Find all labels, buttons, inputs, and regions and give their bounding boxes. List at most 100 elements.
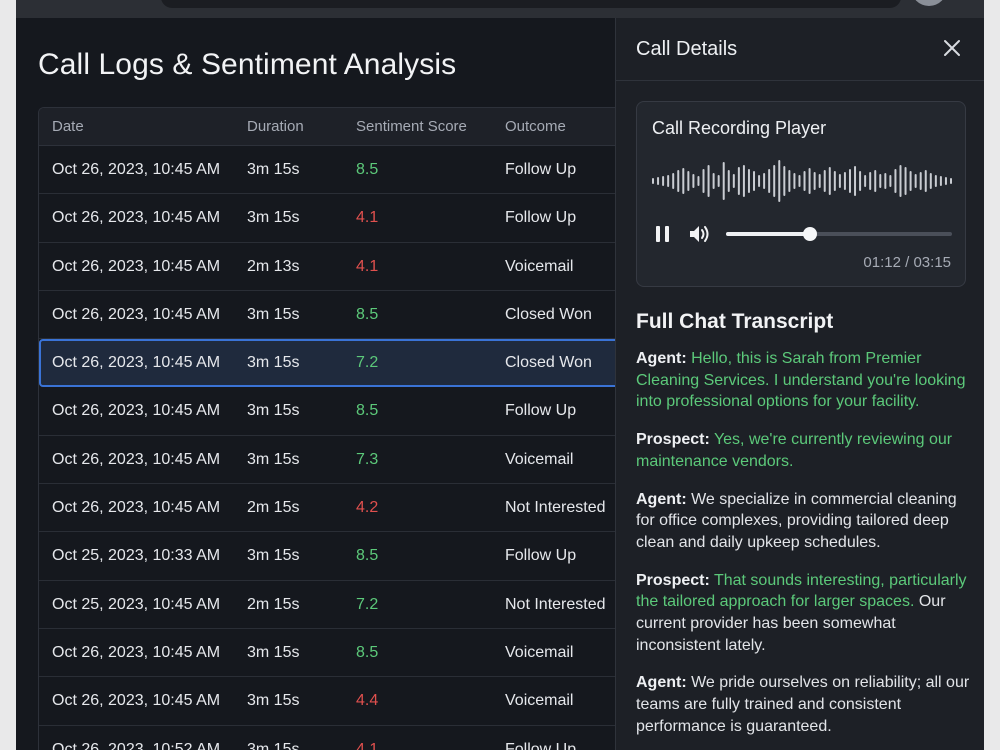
transcript-message: Agent: We pride ourselves on reliability…: [636, 672, 972, 737]
playback-progress-fill: [726, 232, 810, 236]
sentiment-score-cell: 7.3: [356, 450, 379, 468]
transcript-text: We specialize in commercial cleaning for…: [636, 490, 957, 551]
table-row[interactable]: Oct 26, 2023, 10:45 AM 3m 15s 8.5 Voicemail: [39, 628, 616, 678]
browser-top-bar: [16, 0, 984, 18]
sentiment-score-cell: 7.2: [356, 354, 379, 372]
call-recording-player: Call Recording Player 01:12 / 03:15: [636, 101, 966, 287]
transcript-highlight: That sounds interesting, particularly th…: [636, 571, 967, 611]
date-cell: Oct 26, 2023, 10:45 AM: [52, 354, 221, 372]
sentiment-score-cell: 8.5: [356, 547, 379, 565]
transcript-highlight: Yes, we're currently reviewing our maint…: [636, 431, 953, 470]
chat-transcript: Agent: Hello, this is Sarah from Premier…: [636, 348, 972, 750]
player-title: Call Recording Player: [652, 118, 827, 138]
pause-icon[interactable]: [654, 224, 672, 244]
outcome-cell: Follow Up: [505, 402, 577, 420]
volume-icon[interactable]: [688, 223, 712, 245]
table-row-selected[interactable]: Oct 26, 2023, 10:45 AM 3m 15s 7.2 Closed Wo…: [39, 339, 616, 388]
date-cell: Oct 26, 2023, 10:52 AM: [52, 740, 221, 750]
sentiment-score-cell: 4.1: [356, 257, 379, 275]
column-header-outcome[interactable]: Outcome: [505, 118, 566, 135]
transcript-speaker: Prospect:: [636, 431, 710, 449]
duration-cell: 3m 15s: [247, 402, 300, 420]
transcript-title: Full Chat Transcript: [636, 310, 834, 333]
table-row[interactable]: Oct 26, 2023, 10:52 AM 3m 15s 4.1 Follow Up: [39, 725, 616, 750]
duration-cell: 3m 15s: [247, 161, 300, 178]
transcript-speaker: Agent:: [636, 674, 687, 692]
table-header: Date Duration Sentiment Score Outcome: [39, 108, 616, 146]
outcome-cell: Follow Up: [505, 209, 577, 227]
table-row[interactable]: Oct 26, 2023, 10:45 AM 3m 15s 7.3 Voicemail: [39, 435, 616, 485]
duration-cell: 2m 15s: [247, 595, 300, 613]
sentiment-score-cell: 4.1: [356, 740, 379, 750]
table-row[interactable]: Oct 26, 2023, 10:45 AM 3m 15s 4.1 Follow Up: [39, 194, 616, 243]
call-details-panel: Call Details Call Recording Player 01:12…: [615, 18, 984, 750]
table-row[interactable]: Oct 26, 2023, 10:45 AM 2m 13s 4.1 Voicemail: [39, 242, 616, 291]
transcript-message: Agent: Hello, this is Sarah from Premier…: [636, 348, 972, 413]
date-cell: Oct 26, 2023, 10:45 AM: [52, 499, 221, 517]
outcome-cell: Follow Up: [505, 740, 577, 750]
outcome-cell: Voicemail: [505, 450, 574, 468]
date-cell: Oct 26, 2023, 10:45 AM: [52, 692, 221, 710]
playback-progress-bar[interactable]: [726, 227, 952, 241]
avatar[interactable]: [911, 0, 947, 6]
transcript-message: Prospect: Yes, we're currently reviewing…: [636, 429, 972, 472]
page-title: Call Logs & Sentiment Analysis: [38, 48, 457, 81]
date-cell: Oct 26, 2023, 10:45 AM: [52, 257, 221, 275]
duration-cell: 3m 15s: [247, 643, 300, 661]
sentiment-score-cell: 7.2: [356, 595, 379, 613]
duration-cell: 3m 15s: [247, 692, 300, 710]
table-row[interactable]: Oct 26, 2023, 10:45 AM 3m 15s 8.5 Follow Up: [39, 146, 616, 195]
date-cell: Oct 25, 2023, 10:33 AM: [52, 547, 221, 565]
address-bar[interactable]: [161, 0, 901, 8]
outcome-cell: Not Interested: [505, 499, 606, 517]
duration-cell: 2m 15s: [247, 499, 300, 517]
app-window: Call Logs & Sentiment Analysis Date Dura…: [16, 18, 984, 750]
date-cell: Oct 26, 2023, 10:45 AM: [52, 643, 221, 661]
table-row[interactable]: Oct 26, 2023, 10:45 AM 3m 15s 8.5 Closed Wo…: [39, 290, 616, 340]
table-row[interactable]: Oct 26, 2023, 10:45 AM 3m 15s 8.5 Follow Up: [39, 387, 616, 436]
duration-cell: 2m 13s: [247, 257, 300, 275]
panel-title: Call Details: [636, 38, 738, 60]
table-row[interactable]: Oct 25, 2023, 10:33 AM 3m 15s 8.5 Follow Up: [39, 532, 616, 581]
transcript-text: We pride ourselves on reliability; all o…: [636, 674, 970, 735]
table-body: Oct 26, 2023, 10:45 AM 3m 15s 8.5 Follow Up…: [39, 146, 616, 750]
transcript-speaker: Prospect:: [636, 571, 710, 589]
date-cell: Oct 26, 2023, 10:45 AM: [52, 450, 221, 468]
transcript-highlight: Hello, this is Sarah from Premier Cleani…: [636, 350, 966, 411]
outcome-cell: Voicemail: [505, 257, 574, 275]
transcript-speaker: Agent:: [636, 490, 687, 508]
transcript-message: Prospect: That sounds interesting, parti…: [636, 570, 972, 657]
call-logs-main: Call Logs & Sentiment Analysis Date Dura…: [16, 18, 616, 750]
panel-header: Call Details: [616, 18, 984, 81]
date-cell: Oct 25, 2023, 10:45 AM: [52, 595, 221, 613]
table-row[interactable]: Oct 26, 2023, 10:45 AM 3m 15s 4.4 Voicemail: [39, 677, 616, 726]
transcript-message: Agent: We specialize in commercial clean…: [636, 489, 972, 554]
outcome-cell: Voicemail: [505, 643, 574, 661]
duration-cell: 3m 15s: [247, 209, 300, 227]
outcome-cell: Voicemail: [505, 692, 574, 710]
outcome-cell: Closed Won: [505, 354, 592, 372]
outcome-cell: Not Interested: [505, 595, 606, 613]
date-cell: Oct 26, 2023, 10:45 AM: [52, 402, 221, 420]
close-icon[interactable]: [942, 38, 962, 58]
duration-cell: 3m 15s: [247, 547, 300, 565]
column-header-date[interactable]: Date: [52, 118, 84, 135]
playback-time: 01:12 / 03:15: [863, 254, 951, 271]
column-header-sentiment-score[interactable]: Sentiment Score: [356, 118, 467, 135]
outcome-cell: Closed Won: [505, 305, 592, 323]
playback-scrubber-handle[interactable]: [802, 227, 817, 241]
call-logs-table: Date Duration Sentiment Score Outcome Oc…: [38, 107, 616, 750]
sentiment-score-cell: 8.5: [356, 402, 379, 420]
duration-cell: 3m 15s: [247, 740, 300, 750]
table-row[interactable]: Oct 25, 2023, 10:45 AM 2m 15s 7.2 Not Inter…: [39, 580, 616, 629]
transcript-text: Our current provider has been somewhat i…: [636, 593, 946, 654]
sentiment-score-cell: 8.5: [356, 643, 379, 661]
duration-cell: 3m 15s: [247, 305, 300, 323]
sentiment-score-cell: 4.4: [356, 692, 379, 710]
outcome-cell: Follow Up: [505, 547, 577, 565]
column-header-duration[interactable]: Duration: [247, 118, 304, 135]
transcript-speaker: Agent:: [636, 350, 687, 367]
audio-waveform[interactable]: [651, 154, 953, 208]
table-row[interactable]: Oct 26, 2023, 10:45 AM 2m 15s 4.2 Not Inter…: [39, 484, 616, 533]
sentiment-score-cell: 4.2: [356, 499, 379, 517]
